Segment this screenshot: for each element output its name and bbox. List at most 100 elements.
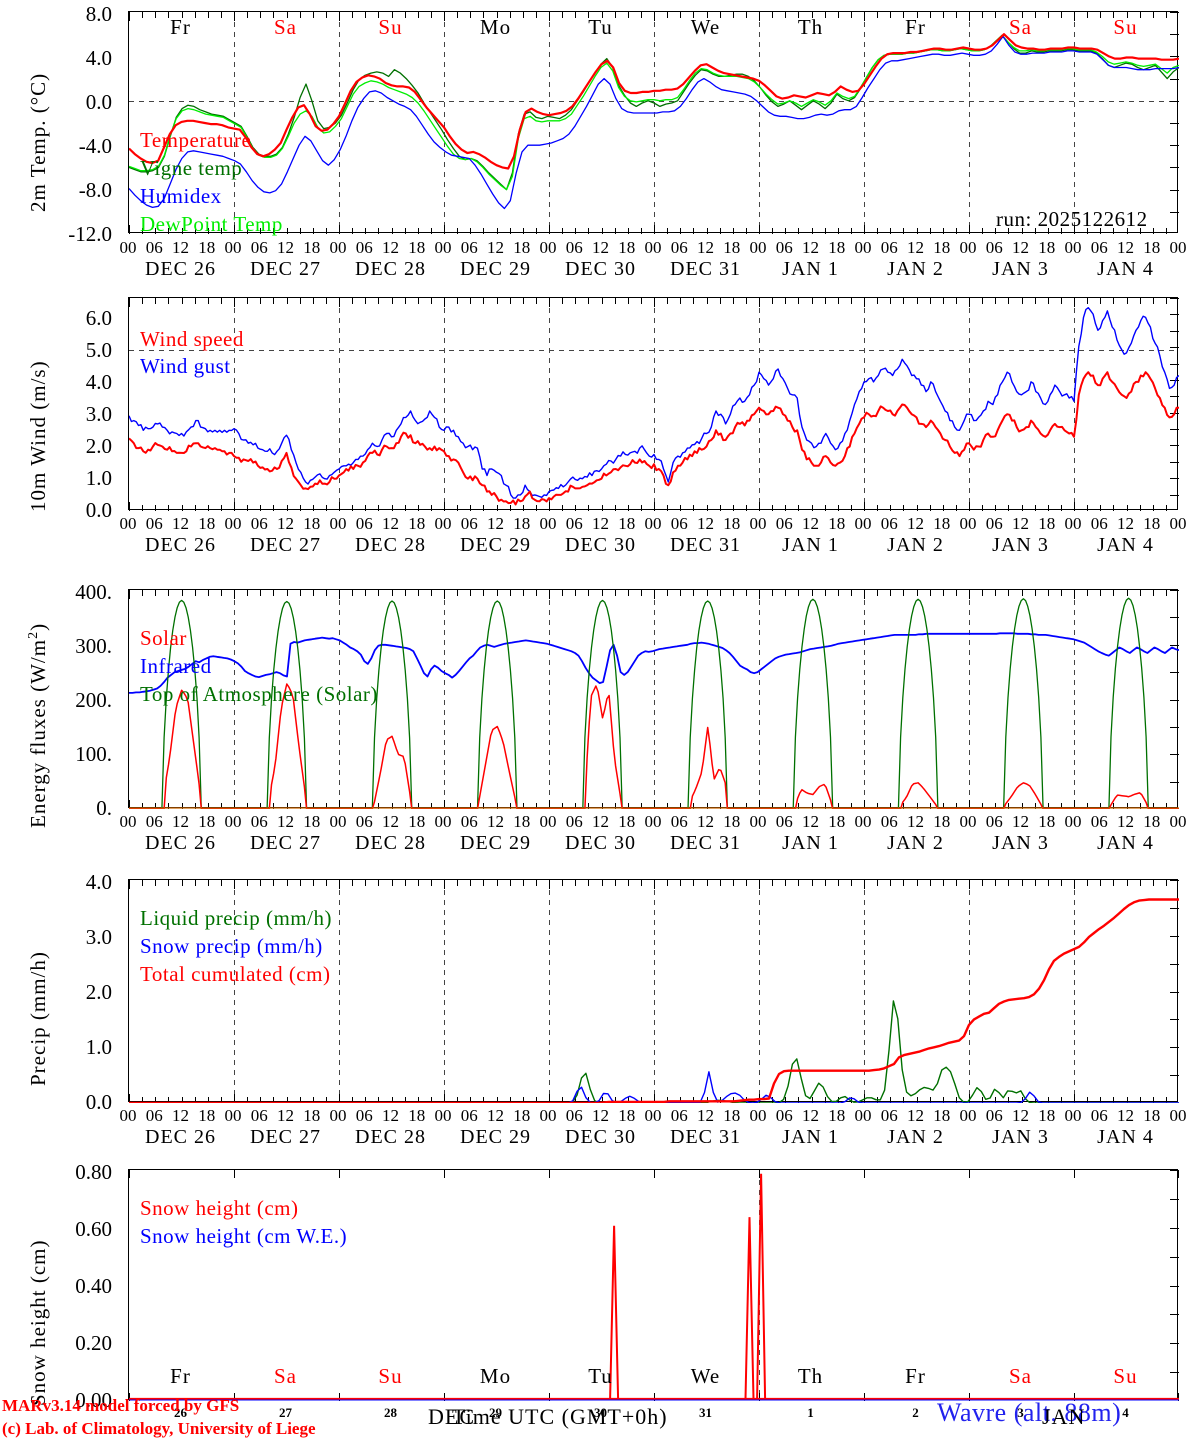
weekday-label: Fr	[905, 15, 926, 39]
xaxis-hour-tick: 12	[592, 238, 609, 257]
ytick-wind-5: 1.0	[85, 466, 112, 490]
xaxis-hour-tick: 06	[565, 514, 583, 533]
xaxis-hour-tick: 18	[1038, 812, 1056, 831]
weekday-label: Su	[1113, 15, 1138, 39]
ytick-precip-3: 1.0	[85, 1035, 112, 1059]
xaxis-hour-tick: 06	[1090, 1106, 1108, 1125]
xaxis-hour-tick: 12	[697, 238, 714, 257]
xaxis-date-label: DEC 31	[670, 534, 741, 556]
xaxis-date-label: JAN 4	[1097, 534, 1154, 556]
weekday-label: Tu	[588, 1364, 613, 1388]
xaxis-hour-tick: 06	[985, 514, 1003, 533]
xaxis-hour-tick: 00	[434, 1106, 452, 1125]
xaxis-day-number: 30	[594, 1405, 607, 1420]
xaxis-hour-tick: 06	[565, 812, 583, 831]
xaxis-date-label: DEC 29	[460, 1126, 531, 1148]
xaxis-hour-tick: 06	[670, 812, 688, 831]
panel-wind: 10m Wind (m/s) 6.0 5.0 4.0 3.0 2.0 1.0 0…	[0, 288, 1194, 573]
xaxis-hour-tick: 12	[277, 812, 294, 831]
xaxis-hour-tick: 12	[487, 238, 504, 257]
xaxis-hour-tick: 00	[749, 1106, 767, 1125]
legend-energy-item-0: Solar	[140, 626, 187, 650]
xaxis-hour-tick: 00	[119, 238, 137, 257]
xaxis-hour-tick: 12	[802, 514, 819, 533]
xaxis-hour-tick: 18	[933, 812, 951, 831]
xaxis-hour-tick: 00	[539, 1106, 557, 1125]
xaxis-hour-tick: 00	[1064, 514, 1082, 533]
weekday-label: Th	[797, 15, 824, 39]
xaxis-date-label: JAN 1	[782, 832, 839, 854]
xaxis-hour-tick: 00	[329, 812, 347, 831]
xaxis-hour-tick: 12	[1117, 238, 1134, 257]
xaxis-hour-tick: 18	[618, 238, 636, 257]
xaxis-hour-tick: 00	[539, 238, 557, 257]
xaxis-hour-tick: 00	[854, 238, 872, 257]
xaxis-date-label: DEC 26	[145, 832, 216, 854]
xaxis-hour-tick: 12	[1012, 1106, 1029, 1125]
legend-snow-item-1: Snow height (cm W.E.)	[140, 1224, 348, 1248]
xaxis-hour-tick: 00	[224, 1106, 242, 1125]
xaxis-hour-tick: 06	[145, 514, 163, 533]
xaxis-date-label: DEC 27	[250, 1126, 321, 1148]
weekday-label: Su	[1113, 1364, 1138, 1388]
xaxis-hour-tick: 18	[198, 238, 216, 257]
xaxis-hour-tick: 18	[408, 514, 426, 533]
xaxis-hour-tick: 00	[329, 1106, 347, 1125]
xaxis-hour-tick: 00	[1064, 1106, 1082, 1125]
footer-model-credit-line1: MARv3.14 model forced by GFS	[2, 1396, 240, 1415]
xaxis-hour-tick: 18	[408, 1106, 426, 1125]
xaxis-hour-tick: 00	[854, 514, 872, 533]
xaxis-hour-tick: 06	[775, 812, 793, 831]
xaxis-date-label: DEC 26	[145, 258, 216, 280]
xaxis-date-label: DEC 29	[460, 258, 531, 280]
xaxis-hour-tick: 06	[1090, 514, 1108, 533]
xaxis-hour-tick: 12	[277, 1106, 294, 1125]
xaxis-hour-tick: 00	[1169, 514, 1187, 533]
ytick-temp-1: 4.0	[85, 46, 112, 70]
weekday-label: We	[690, 1364, 721, 1388]
xaxis-hour-tick: 00	[854, 812, 872, 831]
xaxis-hour-tick: 12	[697, 812, 714, 831]
ytick-snow-4: 0.00	[75, 1388, 112, 1412]
panel-snow-height: Snow height (cm) 0.80 0.60 0.40 0.20 0.0…	[0, 1152, 1194, 1440]
panel-precip: Precip (mm/h) 4.0 3.0 2.0 1.0 0.0 Liquid…	[0, 862, 1194, 1152]
footer-station-name: Wavre (alt. 88m)	[937, 1398, 1122, 1427]
xaxis-hour-tick: 18	[303, 514, 321, 533]
legend-wind-item-1: Wind gust	[140, 354, 231, 378]
legend-energy-item-1: Infrared	[140, 654, 212, 678]
xaxis-hour-tick: 06	[775, 514, 793, 533]
xaxis-day-number: 31	[699, 1405, 712, 1420]
xaxis-hour-tick: 18	[933, 238, 951, 257]
legend-temperature-item-1: Vigne temp	[140, 156, 243, 180]
xaxis-date-label: DEC 27	[250, 258, 321, 280]
xaxis-hour-tick: 06	[355, 812, 373, 831]
xaxis-hour-tick: 12	[697, 514, 714, 533]
legend-temperature-item-0: Temperature	[140, 128, 252, 152]
xaxis-date-label: DEC 26	[145, 1126, 216, 1148]
xaxis-hour-tick: 06	[355, 514, 373, 533]
xaxis-hour-tick: 00	[434, 514, 452, 533]
xaxis-hour-tick: 18	[408, 812, 426, 831]
xaxis-date-label: JAN 3	[992, 534, 1049, 556]
xaxis-hour-tick: 18	[513, 1106, 531, 1125]
xaxis-hour-tick: 00	[1064, 238, 1082, 257]
weekday-label: Sa	[1009, 15, 1032, 39]
run-annotation: run: 2025122612	[996, 207, 1148, 231]
xaxis-hour-tick: 18	[408, 238, 426, 257]
xaxis-hour-tick: 12	[802, 1106, 819, 1125]
xaxis-hour-tick: 06	[670, 514, 688, 533]
xaxis-hour-tick: 18	[828, 238, 846, 257]
xaxis-hour-tick: 00	[539, 514, 557, 533]
legend-precip-item-1: Snow precip (mm/h)	[140, 934, 323, 958]
xaxis-hour-tick: 12	[172, 812, 189, 831]
xaxis-hour-tick: 12	[172, 514, 189, 533]
xaxis-hour-tick: 00	[434, 812, 452, 831]
xaxis-date-label: DEC 29	[460, 534, 531, 556]
xaxis-date-label: DEC 30	[565, 832, 636, 854]
xaxis-hour-tick: 00	[224, 238, 242, 257]
xaxis-hour-tick: 06	[460, 812, 478, 831]
xaxis-hour-tick: 18	[303, 812, 321, 831]
xaxis-hour-tick: 18	[513, 812, 531, 831]
xaxis-day-number: 2	[912, 1405, 919, 1420]
xaxis-hour-tick: 12	[382, 812, 399, 831]
